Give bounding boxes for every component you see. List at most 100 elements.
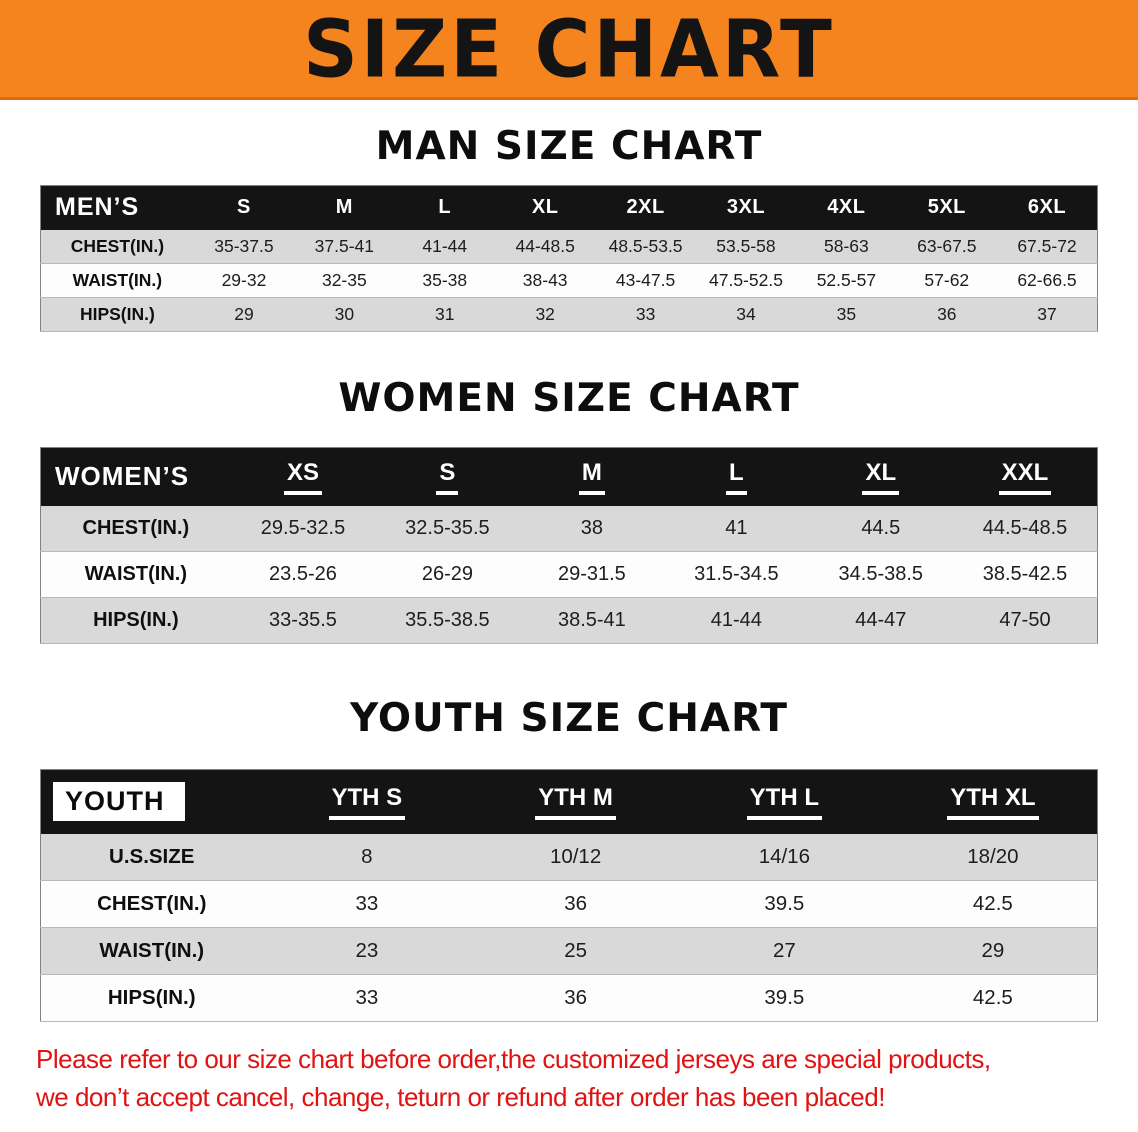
size-label: 6XL [1027, 196, 1067, 219]
value-cell: 35 [836, 304, 857, 324]
size-label: YTH M [535, 784, 616, 820]
size-column-header: YTH S [262, 769, 472, 834]
row-label: HIPS(IN.) [79, 304, 155, 324]
size-label: XXL [998, 459, 1052, 495]
value-cell: 41-44 [710, 609, 762, 631]
value-cell: 31.5-34.5 [694, 563, 779, 585]
table-title-label: YOUTH [53, 782, 185, 822]
row-label: CHEST(IN.) [97, 892, 207, 915]
size-label: M [335, 196, 353, 219]
value-cell: 58-63 [824, 235, 869, 256]
table-title-cell: WOMEN’S [40, 447, 231, 506]
measurement-row: HIPS(IN.) 33 36 39.5 42.5 [40, 974, 1098, 1022]
header-row: WOMEN’S XS S M L XL XXL [40, 447, 1098, 506]
section-men: MAN SIZE CHART MEN’S S M L XL 2XL 3XL 4XL 5XL 6XL… [0, 124, 1138, 332]
size-column-header: 5XL [896, 185, 997, 230]
row-label: HIPS(IN.) [107, 986, 196, 1009]
table-title-cell: YOUTH [40, 769, 263, 834]
section-youth: YOUTH SIZE CHART YOUTH YTH S YTH M YTH L YTH… [0, 696, 1138, 1022]
value-cell: 42.5 [972, 986, 1013, 1009]
women-size-table: WOMEN’S XS S M L XL XXL CHEST(IN.) 29.5-32.5 32.5… [40, 447, 1098, 644]
value-cell: 32.5-35.5 [405, 516, 490, 539]
value-cell: 14/16 [758, 844, 810, 868]
value-cell: 37 [1037, 304, 1057, 324]
value-cell: 38-43 [522, 270, 568, 290]
size-label: S [237, 196, 251, 219]
value-cell: 23.5-26 [269, 563, 337, 585]
size-label: L [726, 459, 747, 495]
size-column-header: YTH M [471, 769, 680, 834]
content: MAN SIZE CHART MEN’S S M L XL 2XL 3XL 4XL 5XL 6XL… [0, 124, 1138, 1116]
size-column-header: L [664, 447, 809, 506]
size-column-header: 6XL [997, 185, 1098, 230]
disclaimer-line-2: we don’t accept cancel, change, teturn o… [36, 1082, 885, 1112]
row-label: CHEST(IN.) [82, 516, 190, 539]
table-title-label: MEN’S [55, 193, 140, 222]
value-cell: 37.5-41 [314, 235, 375, 256]
size-column-header: S [375, 447, 520, 506]
value-cell: 39.5 [764, 986, 805, 1009]
measurement-row: CHEST(IN.) 33 36 39.5 42.5 [40, 880, 1098, 928]
value-cell: 42.5 [972, 892, 1013, 915]
measurement-row: HIPS(IN.) 29 30 31 32 33 34 35 36 37 [40, 297, 1098, 332]
size-column-header: YTH XL [888, 769, 1098, 834]
value-cell: 38 [580, 516, 603, 539]
value-cell: 27 [772, 939, 796, 962]
size-label: 5XL [927, 196, 966, 219]
value-cell: 23 [355, 939, 379, 962]
value-cell: 29.5-32.5 [260, 516, 346, 539]
value-cell: 32-35 [321, 270, 367, 290]
disclaimer: Please refer to our size chart before or… [36, 1040, 1102, 1116]
value-cell: 44-48.5 [515, 235, 575, 256]
table-title-cell: MEN’S [40, 185, 194, 230]
value-cell: 29-32 [221, 270, 267, 290]
size-column-header: 4XL [796, 185, 897, 230]
page-title: SIZE CHART [303, 1, 835, 95]
size-label: YTH S [328, 784, 406, 820]
value-cell: 41-44 [422, 235, 468, 256]
row-label: HIPS(IN.) [93, 609, 179, 631]
disclaimer-line-1: Please refer to our size chart before or… [36, 1044, 991, 1074]
value-cell: 36 [937, 304, 957, 324]
size-column-header: 2XL [595, 185, 696, 230]
size-column-header: XL [494, 185, 596, 230]
value-cell: 36 [564, 892, 587, 915]
youth-size-table: YOUTH YTH S YTH M YTH L YTH XL U.S.SIZE 8 10/12… [40, 769, 1098, 1022]
size-column-header: M [294, 185, 395, 230]
value-cell: 44.5-48.5 [982, 516, 1068, 539]
size-label: XS [283, 459, 322, 495]
banner: SIZE CHART [0, 0, 1138, 100]
value-cell: 29-31.5 [557, 563, 626, 585]
value-cell: 53.5-58 [716, 235, 776, 256]
value-cell: 29 [981, 939, 1005, 962]
row-label: WAIST(IN.) [84, 563, 187, 585]
value-cell: 29 [234, 304, 254, 324]
value-cell: 8 [361, 844, 373, 868]
value-cell: 48.5-53.5 [608, 235, 683, 256]
value-cell: 30 [334, 304, 355, 324]
value-cell: 67.5-72 [1017, 235, 1077, 256]
size-label: S [436, 459, 459, 495]
table-title-label: WOMEN’S [55, 461, 190, 492]
size-label: YTH XL [947, 784, 1039, 820]
size-column-header: XXL [953, 447, 1098, 506]
size-column-header: S [193, 185, 295, 230]
size-label: M [578, 459, 605, 495]
value-cell: 34 [736, 304, 756, 324]
section-women: WOMEN SIZE CHART WOMEN’S XS S M L XL XXL CHEST(… [0, 376, 1138, 644]
value-cell: 43-47.5 [615, 270, 676, 290]
value-cell: 39.5 [764, 892, 805, 915]
value-cell: 33 [355, 986, 379, 1009]
value-cell: 25 [564, 939, 587, 962]
value-cell: 57-62 [924, 270, 970, 290]
size-column-header: 3XL [695, 185, 797, 230]
size-column-header: L [394, 185, 495, 230]
measurement-row: WAIST(IN.) 23 25 27 29 [40, 927, 1098, 975]
size-column-header: M [519, 447, 665, 506]
size-label: 3XL [726, 196, 766, 219]
value-cell: 41 [725, 516, 748, 539]
row-label: U.S.SIZE [109, 844, 195, 868]
men-size-table-holder: MEN’S S M L XL 2XL 3XL 4XL 5XL 6XL CHEST(IN.) 35-37… [0, 185, 1138, 332]
measurement-row: WAIST(IN.) 23.5-26 26-29 29-31.5 31.5-34.5 34… [40, 551, 1098, 598]
